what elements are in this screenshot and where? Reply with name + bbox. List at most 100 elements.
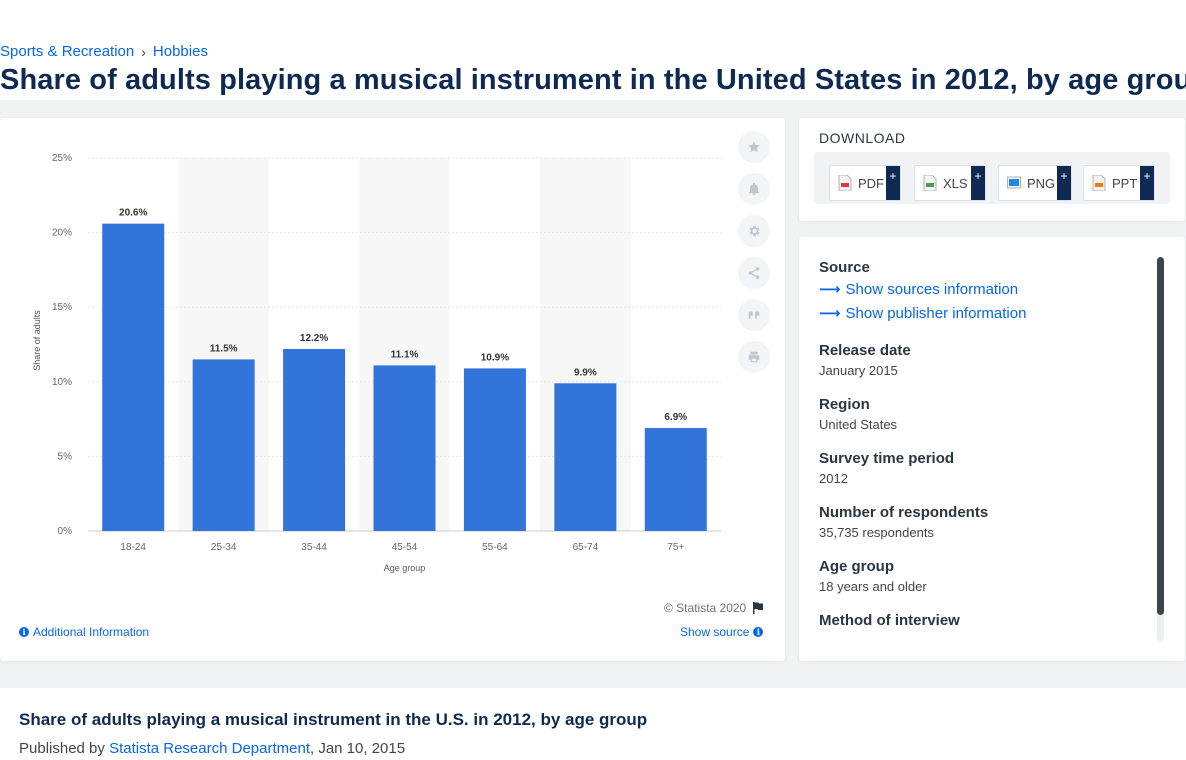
breadcrumb-sports-recreation[interactable]: Sports & Recreation — [0, 43, 135, 60]
pdf-file-icon — [838, 174, 852, 192]
notification-button[interactable] — [738, 173, 770, 205]
breadcrumb-separator: › — [141, 43, 146, 60]
copyright-text: © Statista 2020 — [664, 601, 747, 615]
y-tick-label: 5% — [58, 451, 73, 462]
settings-button[interactable] — [738, 215, 770, 247]
method-label: Method of interview — [819, 612, 960, 629]
region-label: Region — [819, 396, 870, 413]
chart-tools — [738, 131, 772, 383]
x-tick-label: 65-74 — [573, 542, 599, 553]
favorite-button[interactable] — [738, 131, 770, 163]
age-group-value: 18 years and older — [819, 579, 927, 594]
quote-icon — [748, 311, 760, 319]
bar-18-24 — [102, 223, 165, 531]
download-png-button[interactable]: PNG + — [998, 165, 1072, 201]
png-plus: + — [1057, 166, 1071, 200]
x-tick-label: 75+ — [667, 542, 684, 553]
print-icon — [748, 351, 760, 363]
y-tick-label: 10% — [52, 377, 72, 388]
download-ppt-button[interactable]: PPT + — [1083, 165, 1155, 201]
show-publisher-label: Show publisher information — [845, 304, 1027, 322]
download-buttons: PDF + XLS + PNG + PPT + — [814, 152, 1170, 204]
additional-information-label: Additional Information — [33, 625, 150, 639]
data-label: 9.9% — [574, 367, 597, 378]
published-date: , Jan 10, 2015 — [310, 740, 406, 757]
arrow-right-icon: ⟶ — [819, 281, 841, 298]
download-ppt-label: PPT — [1112, 175, 1138, 191]
top-bar — [0, 0, 1186, 36]
data-label: 11.5% — [210, 343, 238, 354]
survey-period-value: 2012 — [819, 471, 848, 486]
release-date-value: January 2015 — [819, 363, 898, 378]
arrow-right-icon: ⟶ — [819, 305, 841, 322]
y-axis-title: Share of adults — [32, 310, 42, 371]
gear-icon — [749, 225, 760, 237]
age-group-label: Age group — [819, 558, 894, 575]
breadcrumb: Sports & Recreation › Hobbies — [0, 43, 208, 60]
bar-55-64 — [463, 368, 526, 531]
download-xls-label: XLS — [943, 175, 968, 191]
bottom-card: Share of adults playing a musical instru… — [0, 688, 1186, 760]
data-label: 20.6% — [119, 208, 147, 219]
details-list: Source ⟶ Show sources information ⟶ Show… — [819, 259, 1149, 629]
download-pdf-button[interactable]: PDF + — [829, 165, 901, 201]
y-tick-label: 25% — [52, 153, 72, 164]
ppt-plus: + — [1140, 166, 1154, 200]
source-label: Source — [819, 259, 870, 276]
info-icon: i — [753, 627, 764, 637]
x-tick-label: 55-64 — [482, 542, 508, 553]
xls-file-icon — [923, 174, 937, 192]
data-label: 6.9% — [664, 412, 687, 423]
published-prefix: Published by — [19, 740, 110, 757]
download-xls-button[interactable]: XLS + — [914, 165, 986, 201]
x-tick-label: 35-44 — [301, 542, 327, 553]
respondents-label: Number of respondents — [819, 504, 989, 521]
data-label: 11.1% — [391, 349, 419, 360]
bar-45-54 — [373, 365, 436, 531]
print-button[interactable] — [738, 341, 770, 373]
ppt-file-icon — [1092, 174, 1106, 192]
chart-card: 0% 5% 10% 15% 20% 25% 20.6% 18-24 11.5% 25-34 12.2… — [0, 118, 785, 661]
flag-icon[interactable] — [752, 602, 764, 614]
show-source-link[interactable]: Show source i — [680, 625, 764, 639]
download-title: DOWNLOAD — [819, 130, 906, 146]
download-card: DOWNLOAD PDF + XLS + PNG + P — [799, 118, 1185, 221]
bar-chart: 0% 5% 10% 15% 20% 25% 20.6% 18-24 11.5% 25-34 12.2… — [32, 153, 721, 573]
scrollbar-thumb[interactable] — [1157, 257, 1164, 615]
share-button[interactable] — [738, 257, 770, 289]
x-axis-title: Age group — [384, 563, 426, 573]
bar-75+ — [644, 428, 707, 531]
bell-icon — [748, 182, 760, 195]
cite-button[interactable] — [738, 299, 770, 331]
png-file-icon — [1007, 175, 1021, 191]
bar-65-74 — [554, 383, 617, 531]
star-icon — [748, 141, 760, 153]
published-line: Published by Statista Research Departmen… — [19, 740, 405, 757]
x-tick-label: 18-24 — [120, 542, 146, 553]
x-tick-label: 45-54 — [392, 542, 418, 553]
release-date-label: Release date — [819, 342, 911, 359]
show-source-label: Show source — [680, 625, 750, 639]
show-publisher-link[interactable]: ⟶ Show publisher information — [819, 304, 1149, 323]
copyright: © Statista 2020 — [664, 601, 764, 615]
publisher-link[interactable]: Statista Research Department — [109, 740, 310, 757]
bar-25-34 — [192, 359, 255, 531]
respondents-value: 35,735 respondents — [819, 525, 934, 540]
region-value: United States — [819, 417, 898, 432]
pdf-plus: + — [886, 166, 900, 200]
show-sources-link[interactable]: ⟶ Show sources information — [819, 280, 1149, 299]
details-scrollbar[interactable] — [1157, 257, 1164, 641]
x-tick-label: 25-34 — [211, 542, 237, 553]
xls-plus: + — [971, 166, 985, 200]
download-png-label: PNG — [1027, 175, 1056, 191]
download-pdf-label: PDF — [858, 175, 884, 191]
show-sources-label: Show sources information — [845, 280, 1019, 298]
additional-information-link[interactable]: i Additional Information — [19, 625, 149, 639]
details-card: Source ⟶ Show sources information ⟶ Show… — [799, 237, 1185, 661]
survey-period-label: Survey time period — [819, 450, 955, 467]
page-title: Share of adults playing a musical instru… — [0, 64, 1186, 96]
statistic-title: Share of adults playing a musical instru… — [19, 710, 648, 729]
breadcrumb-hobbies[interactable]: Hobbies — [152, 43, 208, 60]
header-area — [0, 36, 1186, 100]
data-label: 12.2% — [300, 333, 328, 344]
